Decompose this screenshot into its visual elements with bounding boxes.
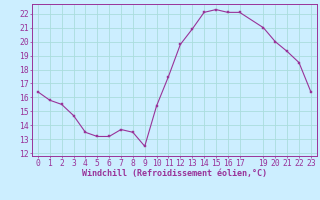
X-axis label: Windchill (Refroidissement éolien,°C): Windchill (Refroidissement éolien,°C): [82, 169, 267, 178]
